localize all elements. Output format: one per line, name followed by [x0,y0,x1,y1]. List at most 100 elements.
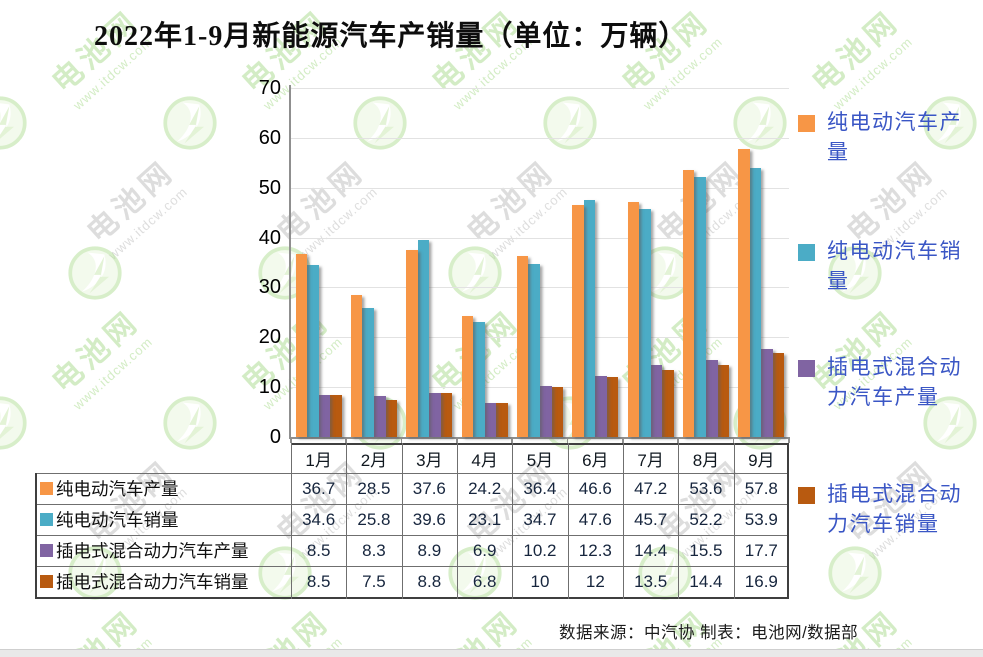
legend-swatch-icon [798,115,815,132]
table-value-cell: 36.4 [523,478,557,498]
table-vline [678,443,680,599]
watermark-logo-icon [0,95,28,156]
watermark-logo-icon [827,545,883,606]
table-value-cell: 28.5 [357,478,391,498]
table-value-cell: 6.8 [472,571,497,591]
bar-1月-s1 [307,264,319,437]
table-month-header: 2月 [360,450,388,470]
bar-1月-s2 [318,394,331,437]
bar-1月-s0 [295,254,308,437]
bar-8月-s3 [717,365,730,437]
legend-item: 插电式混合动力汽车销量 [794,480,982,540]
legend-label: 插电式混合动力汽车销量 [827,483,962,536]
table-vline [623,443,624,599]
table-hline [35,504,789,505]
legend-label: 纯电动汽车产量 [827,111,962,164]
bar-8月-s2 [706,359,718,437]
bar-4月-s0 [461,316,474,437]
legend-item: 纯电动汽车销量 [794,237,982,297]
legend-item: 插电式混合动力汽车产量 [794,353,982,413]
bar-9月-s3 [772,352,785,437]
window-edge [0,649,983,657]
bar-1月-s3 [330,394,342,437]
watermark-logo-icon [0,395,28,456]
bar-5月-s1 [528,264,540,437]
y-axis-label: 30 [258,276,281,299]
table-vline [401,443,403,599]
legend-swatch-icon [798,487,815,504]
watermark-logo-icon [732,95,788,156]
bar-4月-s1 [473,321,485,437]
bar-7月-s3 [662,369,674,437]
series-name: 插电式混合动力汽车销量 [56,572,249,592]
watermark-site-url: www.itdcw.com [485,183,571,263]
gridline [291,137,789,139]
x-axis-tick [622,437,624,443]
chart-title: 2022年1-9月新能源汽车产销量（单位：万辆） [94,21,688,52]
table-month-header: 3月 [416,450,443,470]
table-value-cell: 34.6 [302,509,336,529]
table-value-cell: 15.5 [689,540,723,560]
watermark-logo-icon [162,395,218,456]
table-value-cell: 17.7 [744,540,778,560]
table-value-cell: 6.9 [472,540,497,560]
table-value-cell: 7.5 [362,571,386,591]
x-axis-tick [456,437,458,443]
bar-6月-s3 [606,377,619,437]
table-value-cell: 8.8 [417,571,442,591]
table-series-label: 纯电动汽车销量 [37,504,291,535]
bar-4月-s3 [496,403,508,437]
table-value-cell: 23.1 [468,509,502,529]
table-month-header: 1月 [305,450,332,470]
table-vline [787,443,789,599]
table-value-cell: 45.7 [634,509,668,529]
watermark-logo-icon [352,95,408,156]
bar-9月-s0 [738,148,750,437]
bar-9月-s1 [749,168,762,437]
bar-2月-s1 [362,308,374,437]
bar-2月-s0 [350,294,363,437]
y-axis-label: 0 [269,426,281,448]
y-axis-label: 40 [258,226,281,249]
table-month-header: 7月 [637,450,664,470]
watermark-site-name: 电池网 [806,4,907,100]
table-vline [291,443,292,599]
gridline [291,337,789,339]
bar-6月-s0 [572,204,584,437]
y-axis-label: 10 [258,376,281,399]
watermark-site-url: www.itdcw.com [830,33,916,113]
bar-3月-s0 [406,249,418,437]
x-axis-tick [788,437,790,443]
x-axis-tick [290,437,292,443]
legend-label: 插电式混合动力汽车产量 [827,356,962,409]
watermark-logo-icon [162,95,218,156]
table-value-cell: 47.2 [634,478,668,498]
y-axis-label: 60 [258,126,281,149]
bar-7月-s0 [627,201,640,437]
table-value-cell: 24.2 [468,478,502,498]
gridline [291,88,789,89]
bar-7月-s1 [639,209,651,437]
table-border-top [291,443,789,445]
x-axis-tick [345,437,347,443]
bar-5月-s0 [516,255,529,437]
table-month-header: 4月 [471,450,498,470]
table-value-cell: 10 [530,571,550,591]
y-axis-label: 50 [258,176,281,199]
table-month-header: 6月 [582,450,609,470]
table-border-left [35,473,37,599]
table-month-header: 8月 [692,450,720,470]
source-note: 数据来源：中汽协 制表：电池网/数据部 [559,624,859,642]
watermark-logo-icon [447,245,503,306]
table-value-cell: 8.5 [306,571,331,591]
table-hline [35,597,789,599]
table-value-cell: 14.4 [689,571,723,591]
series-name: 插电式混合动力汽车产量 [56,541,249,561]
y-axis-line [289,85,291,439]
table-value-cell: 16.9 [744,571,778,591]
table-value-cell: 57.8 [744,478,778,498]
gridline [291,287,789,289]
